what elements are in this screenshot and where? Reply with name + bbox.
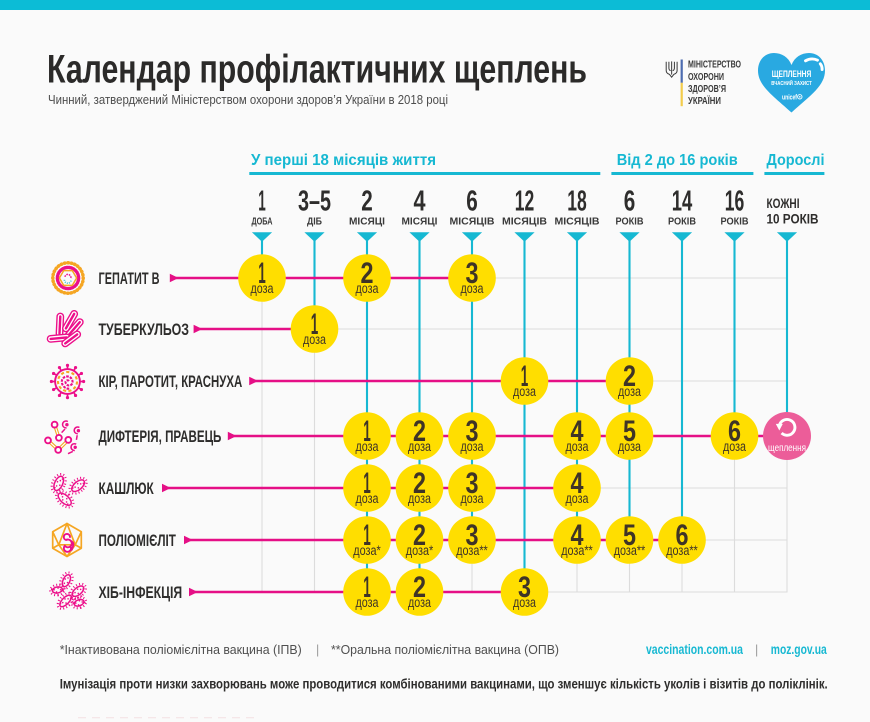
svg-text:доза*: доза* xyxy=(353,543,381,558)
svg-text:ГЕПАТИТ В: ГЕПАТИТ В xyxy=(99,269,160,288)
svg-text:3: 3 xyxy=(466,467,479,500)
svg-text:КОЖНІ: КОЖНІ xyxy=(767,196,800,211)
svg-text:1: 1 xyxy=(258,257,266,290)
svg-text:6: 6 xyxy=(624,186,636,218)
svg-text:доза: доза xyxy=(566,439,589,454)
svg-text:доза: доза xyxy=(356,491,379,506)
svg-text:доза: доза xyxy=(461,439,484,454)
svg-text:ВЧАСНИЙ ЗАХИСТ: ВЧАСНИЙ ЗАХИСТ xyxy=(771,79,812,87)
svg-text:доза: доза xyxy=(408,595,431,610)
svg-text:5: 5 xyxy=(623,519,636,552)
svg-text:Чинний, затверджений Міністерс: Чинний, затверджений Міністерством охоро… xyxy=(48,93,448,107)
svg-text:МІСЯЦІ: МІСЯЦІ xyxy=(349,216,385,228)
svg-text:moz.gov.ua: moz.gov.ua xyxy=(771,642,827,657)
svg-text:**Оральна поліомієлітна вакцин: **Оральна поліомієлітна вакцина (ОПВ) xyxy=(331,643,559,657)
svg-text:доза: доза xyxy=(356,595,379,610)
svg-text:1: 1 xyxy=(363,571,371,604)
svg-text:Від 2 до 16 років: Від 2 до 16 років xyxy=(617,152,738,169)
svg-text:доза**: доза** xyxy=(614,543,646,558)
svg-text:доза**: доза** xyxy=(456,543,488,558)
svg-text:4: 4 xyxy=(571,467,584,500)
svg-text:щеплення: щеплення xyxy=(768,442,806,454)
svg-text:КАШЛЮК: КАШЛЮК xyxy=(99,479,155,498)
svg-text:|: | xyxy=(316,643,319,657)
svg-text:1: 1 xyxy=(363,415,371,448)
svg-text:|: | xyxy=(755,643,758,657)
svg-text:1: 1 xyxy=(258,186,266,218)
svg-text:МІСЯЦІ: МІСЯЦІ xyxy=(402,216,438,228)
svg-text:18: 18 xyxy=(567,186,587,218)
svg-text:2: 2 xyxy=(413,415,426,448)
svg-text:2: 2 xyxy=(623,360,636,393)
svg-text:доза: доза xyxy=(303,332,326,347)
svg-text:ДИФТЕРІЯ, ПРАВЕЦЬ: ДИФТЕРІЯ, ПРАВЕЦЬ xyxy=(99,427,222,446)
svg-text:доза: доза xyxy=(356,439,379,454)
svg-text:МІНІСТЕРСТВО: МІНІСТЕРСТВО xyxy=(688,60,741,71)
svg-text:РОКІВ: РОКІВ xyxy=(616,216,644,228)
svg-text:доза: доза xyxy=(618,439,641,454)
svg-text:4: 4 xyxy=(571,415,584,448)
svg-text:УКРАЇНИ: УКРАЇНИ xyxy=(688,94,721,107)
svg-text:6: 6 xyxy=(676,519,689,552)
svg-text:доза: доза xyxy=(251,281,274,296)
svg-text:6: 6 xyxy=(728,415,741,448)
svg-text:Імунізація проти низки захворю: Імунізація проти низки захворювань може … xyxy=(60,677,828,692)
svg-text:КІР, ПАРОТИТ, КРАСНУХА: КІР, ПАРОТИТ, КРАСНУХА xyxy=(99,372,243,391)
svg-text:1: 1 xyxy=(521,360,529,393)
svg-text:2: 2 xyxy=(361,186,373,218)
svg-text:доза**: доза** xyxy=(561,543,593,558)
svg-text:1: 1 xyxy=(311,308,319,341)
svg-text:доза: доза xyxy=(408,491,431,506)
svg-text:РОКІВ: РОКІВ xyxy=(668,216,696,228)
svg-text:ЗДОРОВ’Я: ЗДОРОВ’Я xyxy=(688,84,726,95)
svg-text:3–5: 3–5 xyxy=(298,186,331,218)
svg-text:доза: доза xyxy=(408,439,431,454)
svg-text:2: 2 xyxy=(413,571,426,604)
svg-text:3: 3 xyxy=(466,257,479,290)
svg-text:6: 6 xyxy=(466,186,478,218)
svg-text:*Інактивована поліомієлітна ва: *Інактивована поліомієлітна вакцина (ІПВ… xyxy=(60,643,302,657)
svg-text:МІСЯЦІВ: МІСЯЦІВ xyxy=(502,216,547,228)
svg-text:3: 3 xyxy=(466,519,479,552)
svg-text:3: 3 xyxy=(518,571,531,604)
svg-text:ОХОРОНИ: ОХОРОНИ xyxy=(688,72,724,83)
svg-text:доза: доза xyxy=(513,384,536,399)
svg-text:доза: доза xyxy=(356,281,379,296)
svg-text:14: 14 xyxy=(672,186,693,218)
svg-text:1: 1 xyxy=(363,467,371,500)
svg-text:2: 2 xyxy=(413,467,426,500)
svg-text:ПОЛІОМІЄЛІТ: ПОЛІОМІЄЛІТ xyxy=(99,531,177,550)
svg-text:доза**: доза** xyxy=(666,543,698,558)
svg-text:доза: доза xyxy=(461,281,484,296)
svg-text:16: 16 xyxy=(725,186,745,218)
svg-text:Календар профілактичних щеплен: Календар профілактичних щеплень xyxy=(47,48,587,92)
svg-text:2: 2 xyxy=(413,519,426,552)
svg-text:доза: доза xyxy=(513,595,536,610)
svg-text:ТУБЕРКУЛЬОЗ: ТУБЕРКУЛЬОЗ xyxy=(99,320,190,339)
svg-text:5: 5 xyxy=(623,415,636,448)
svg-text:У перші 18 місяців життя: У перші 18 місяців життя xyxy=(251,152,436,169)
svg-text:доза: доза xyxy=(566,491,589,506)
svg-text:Дорослі: Дорослі xyxy=(767,152,825,169)
svg-text:ДІБ: ДІБ xyxy=(307,216,322,228)
svg-text:2: 2 xyxy=(361,257,374,290)
svg-text:4: 4 xyxy=(571,519,584,552)
svg-text:ЩЕПЛЕННЯ: ЩЕПЛЕННЯ xyxy=(772,69,812,79)
svg-text:unicef: unicef xyxy=(782,94,797,101)
svg-text:ДОБА: ДОБА xyxy=(252,216,273,228)
svg-text:4: 4 xyxy=(414,186,426,218)
svg-text:доза: доза xyxy=(723,439,746,454)
svg-text:3: 3 xyxy=(466,415,479,448)
svg-text:доза*: доза* xyxy=(406,543,434,558)
svg-text:доза: доза xyxy=(461,491,484,506)
svg-text:1: 1 xyxy=(363,519,371,552)
svg-text:доза: доза xyxy=(618,384,641,399)
svg-text:РОКІВ: РОКІВ xyxy=(721,216,749,228)
svg-text:ХІБ-ІНФЕКЦІЯ: ХІБ-ІНФЕКЦІЯ xyxy=(99,583,183,602)
svg-text:vaccination.com.ua: vaccination.com.ua xyxy=(646,642,743,657)
svg-text:МІСЯЦІВ: МІСЯЦІВ xyxy=(555,216,600,228)
svg-text:МІСЯЦІВ: МІСЯЦІВ xyxy=(450,216,495,228)
svg-text:10 РОКІВ: 10 РОКІВ xyxy=(767,212,819,227)
svg-text:12: 12 xyxy=(515,186,535,218)
